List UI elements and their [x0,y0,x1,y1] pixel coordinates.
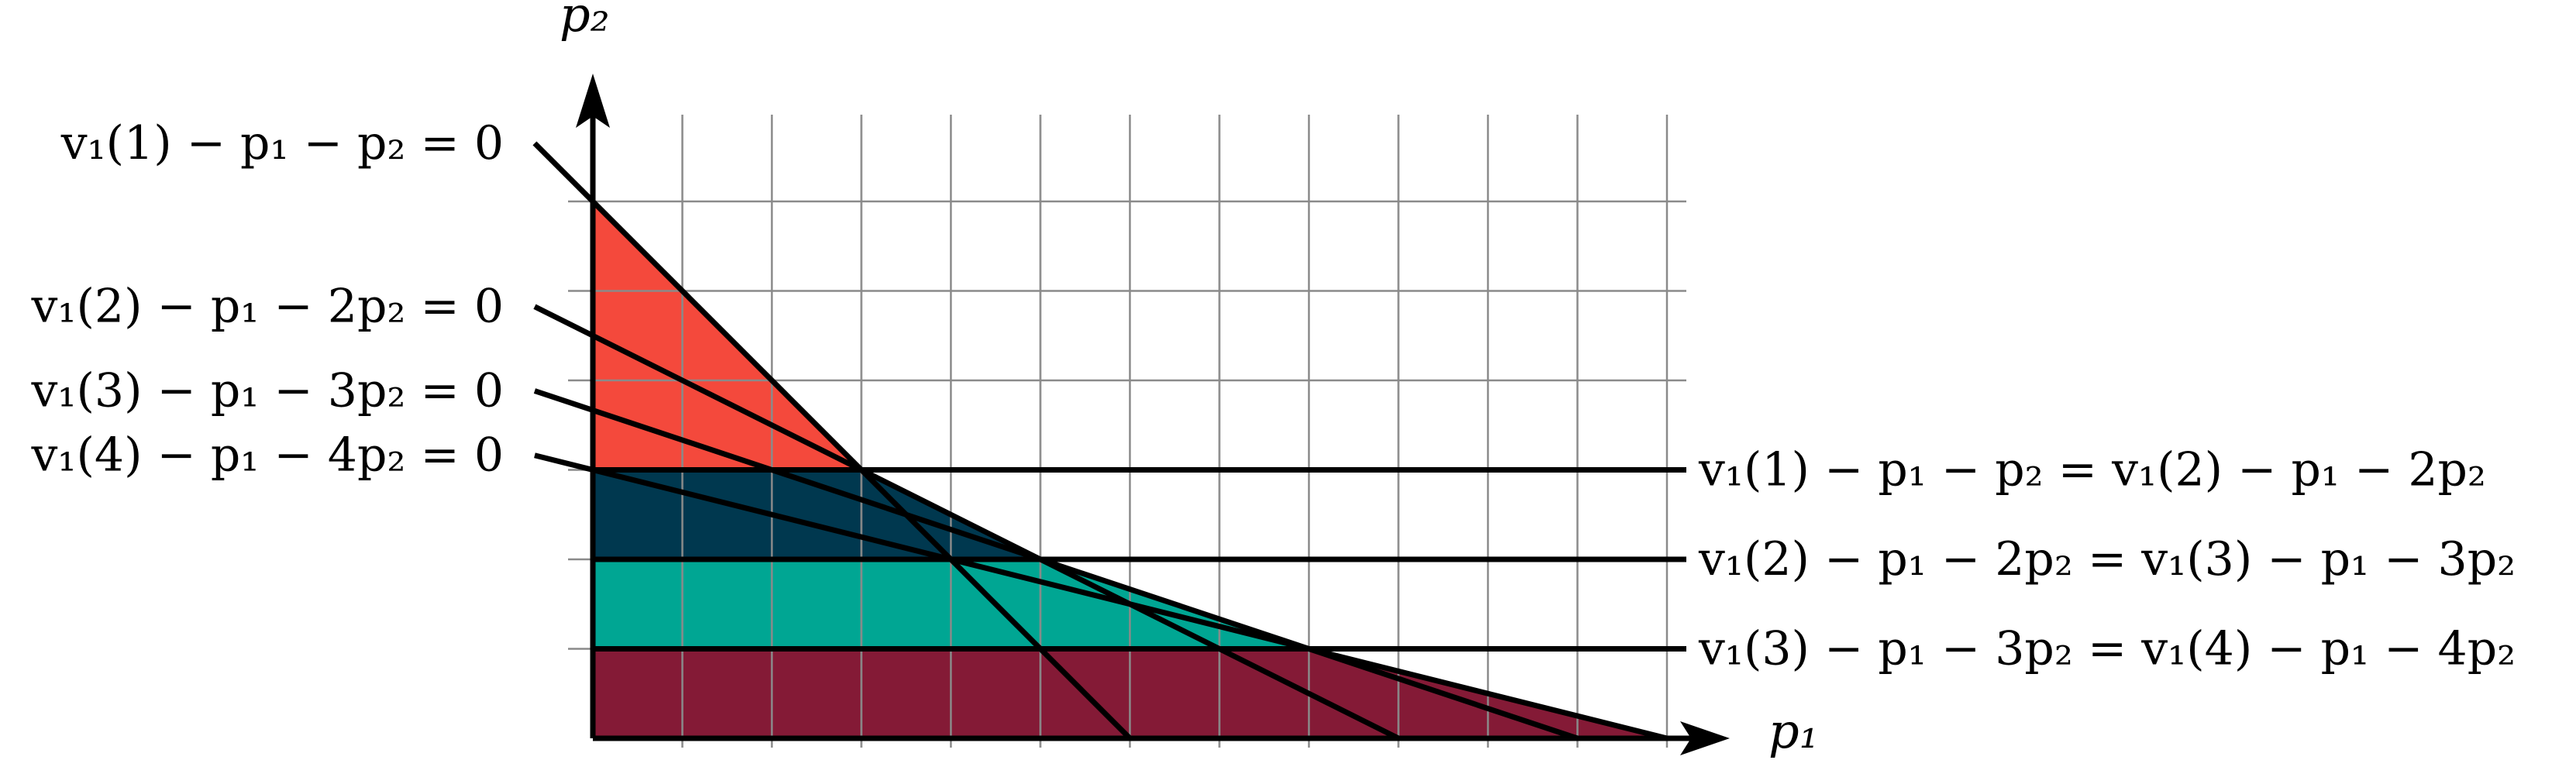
line-v1-1 [532,141,1132,741]
line-v1-2 [533,304,1400,741]
line-v1-4-label: v₁(4) − p₁ − 4p₂ = 0 [31,428,504,483]
axes: p₁ p₂ [560,0,1819,759]
threshold-2-3-label: v₁(2) − p₁ − 2p₂ = v₁(3) − p₁ − 3p₂ [1698,532,2516,586]
line-v1-2-label: v₁(2) − p₁ − 2p₂ = 0 [31,280,504,334]
y-axis-label: p₂ [560,0,610,43]
line-v1-4 [534,452,1668,741]
line-v1-3 [533,388,1579,741]
line-v1-3-label: v₁(3) − p₁ − 3p₂ = 0 [31,364,504,418]
line-labels: v₁(1) − p₁ − p₂ = v₁(2) − p₁ − 2p₂ v₁(2) … [31,116,2516,676]
line-v1-1-label: v₁(1) − p₁ − p₂ = 0 [60,116,504,170]
y-axis-arrowhead [576,74,610,128]
threshold-1-2-label: v₁(1) − p₁ − p₂ = v₁(2) − p₁ − 2p₂ [1698,443,2486,497]
x-axis-arrowhead [1680,721,1730,755]
threshold-3-4-label: v₁(3) − p₁ − 3p₂ = v₁(4) − p₁ − 4p₂ [1698,622,2516,676]
demand-lines [532,141,1668,741]
x-axis-label: p₁ [1768,703,1819,759]
